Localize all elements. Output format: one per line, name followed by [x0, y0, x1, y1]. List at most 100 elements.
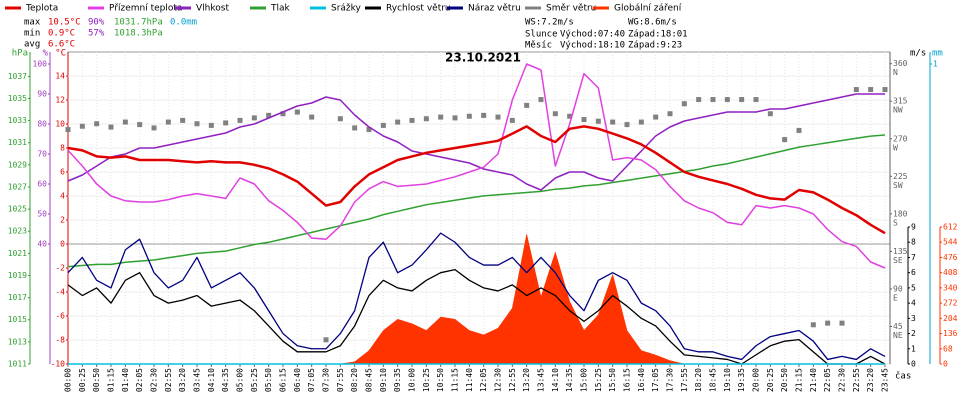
y-tick-label: 1015: [8, 315, 27, 324]
direction-point: [495, 114, 501, 120]
direction-point: [524, 102, 530, 108]
x-tick-label: 12:30: [494, 368, 503, 392]
direction-point: [280, 111, 286, 117]
y-tick-label: -6: [55, 312, 65, 321]
x-tick-label: 20:50: [780, 368, 789, 392]
x-tick-label: 22:55: [852, 368, 861, 392]
y-tick-label: 1029: [8, 160, 27, 169]
y-tick-label: 1: [911, 344, 916, 353]
x-tick-label: 22:30: [838, 368, 847, 392]
y-tick-label: -2: [55, 264, 65, 273]
legend-label: Rychlost větru: [386, 4, 451, 14]
x-tick-label: 11:40: [465, 368, 474, 392]
x-tick-label: 05:25: [250, 368, 259, 392]
direction-point: [395, 119, 401, 125]
x-tick-label: 02:55: [164, 368, 173, 392]
direction-point: [567, 113, 573, 119]
y-tick-label: 180: [893, 209, 908, 218]
y-tick-label: -10: [51, 360, 66, 369]
direction-point: [753, 97, 759, 103]
legend-label: Přízemní teplota: [109, 4, 182, 14]
direction-point: [122, 119, 128, 125]
direction-point: [466, 113, 472, 119]
direction-point: [882, 87, 888, 93]
legend-label: Globální záření: [614, 4, 682, 14]
direction-point: [624, 122, 630, 128]
y-tick-label: 2: [60, 216, 65, 225]
y-tick-label: 204: [943, 314, 958, 323]
x-tick-label: 16:15: [623, 368, 632, 392]
series-line: [67, 93, 885, 191]
direction-point: [380, 122, 386, 128]
series-line: [67, 268, 886, 365]
info-moon-rise: Východ:18:10: [560, 41, 625, 51]
stat-pres: 1018.3hPa: [114, 29, 163, 39]
direction-point: [323, 337, 329, 343]
direction-point: [108, 124, 114, 130]
y-tick-label: 1031: [8, 138, 27, 147]
x-tick-label: 00:50: [92, 368, 101, 392]
y-tick-label: 136: [943, 329, 958, 338]
info-moon-set: Západ:9:23: [628, 41, 682, 51]
direction-point: [509, 117, 515, 123]
y-tick-label: 1025: [8, 205, 27, 214]
y-tick-label: 80: [37, 120, 47, 129]
y-tick-label: 544: [943, 238, 958, 247]
legend-label: Teplota: [25, 4, 58, 14]
x-tick-label: 17:55: [680, 368, 689, 392]
y-tick-label: 1017: [8, 293, 27, 302]
x-tick-label: 15:25: [594, 368, 603, 392]
x-tick-label: 16:40: [637, 368, 646, 392]
dir-name-label: N: [893, 68, 898, 77]
y-tick-label: -8: [55, 336, 65, 345]
stat-pres: 1031.7hPa: [114, 18, 163, 28]
direction-point: [237, 117, 243, 123]
info-wg: WG:8.6m/s: [628, 18, 677, 28]
direction-point: [681, 101, 687, 107]
direction-point: [581, 117, 587, 123]
y-tick-label: 0: [60, 240, 65, 249]
x-tick-label: 10:50: [436, 368, 445, 392]
y-tick-label: 90: [893, 284, 903, 293]
direction-point: [452, 115, 458, 121]
direction-point: [595, 118, 601, 124]
direction-point: [423, 116, 429, 122]
series-line: [67, 63, 886, 269]
y-tick-label: 90: [37, 90, 47, 99]
direction-point: [552, 111, 558, 117]
stat-label: min: [24, 29, 40, 39]
stat-temp: 10.5°C: [48, 18, 81, 28]
y-tick-label: 40: [37, 240, 47, 249]
y-tick-label: 9: [911, 223, 916, 232]
direction-point: [653, 114, 659, 120]
direction-point: [366, 127, 372, 133]
direction-point: [337, 116, 343, 122]
y-tick-label: 1037: [8, 72, 27, 81]
x-tick-label: 14:10: [551, 368, 560, 392]
direction-point: [538, 97, 544, 103]
y-tick-label: 100: [33, 60, 48, 69]
axis-unit: mm: [932, 49, 943, 59]
stat-label: avg: [24, 40, 40, 50]
y-tick-label: 70: [37, 150, 47, 159]
x-tick-label: 19:10: [723, 368, 732, 392]
y-tick-label: 1021: [8, 249, 27, 258]
y-tick-label: 315: [893, 97, 908, 106]
x-tick-label: 00:00: [64, 368, 73, 392]
direction-point: [352, 125, 358, 131]
y-tick-label: 408: [943, 268, 958, 277]
info-sun: Slunce: [525, 30, 558, 40]
direction-point: [638, 119, 644, 125]
series-line: [67, 134, 886, 268]
y-tick-label: 1013: [8, 337, 27, 346]
direction-point: [710, 97, 716, 103]
dir-name-label: S: [893, 218, 898, 227]
info-moon: Měsíc: [525, 41, 552, 51]
series-line: [67, 232, 886, 361]
direction-point: [180, 117, 186, 123]
x-tick-label: 02:30: [150, 368, 159, 392]
x-tick-label: 19:35: [737, 368, 746, 392]
y-tick-label: 225: [893, 172, 908, 181]
x-tick-label: 21:40: [809, 368, 818, 392]
y-tick-label: 8: [60, 144, 65, 153]
